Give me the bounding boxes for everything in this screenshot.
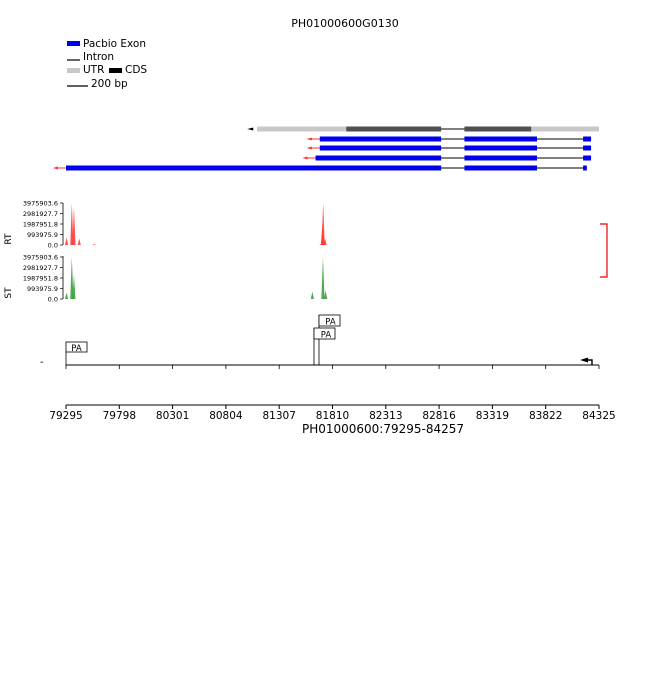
axis-tick-label: 83822	[529, 410, 562, 422]
axis-tick-label: 81810	[316, 410, 349, 422]
position-axis: 79295 79798 80301 80804 81307 81810 82313 82816…	[49, 365, 616, 436]
legend-cds-label: CDS	[125, 64, 147, 76]
legend-cds-swatch	[109, 68, 122, 73]
rt-tick-label: 3975903.6	[23, 200, 58, 208]
rt-peak	[64, 237, 69, 245]
pa-track: - PA PA PA	[40, 314, 599, 368]
rt-coverage-track: RT 3975903.6 2981927.7 1987951.8 993975.9 0.…	[4, 200, 327, 250]
pa-label: PA	[321, 331, 332, 341]
isoform-strand-arrow	[53, 166, 58, 170]
rt-tick-label: 0.0	[48, 242, 58, 250]
gene-utr	[491, 126, 599, 132]
st-tick-label: 1987951.8	[23, 275, 58, 283]
isoform-track	[53, 136, 592, 171]
st-peak	[70, 257, 74, 299]
st-tick-label: 0.0	[48, 296, 58, 304]
tss-arrow-head	[580, 357, 588, 363]
track-bracket	[600, 223, 608, 278]
isoform-exon	[583, 136, 592, 142]
pa-box	[65, 341, 88, 353]
axis-tick-label: 79798	[103, 410, 136, 422]
isoform-strand-arrow	[302, 156, 308, 160]
isoform-exon	[464, 136, 538, 142]
pa-box	[313, 327, 336, 340]
gene-model-track	[247, 126, 599, 132]
legend-intron-label: Intron	[83, 51, 114, 63]
rt-peak	[321, 203, 325, 245]
st-tick-label: 3975903.6	[23, 254, 58, 262]
isoform-exon	[464, 155, 538, 161]
st-tick-label: 2981927.7	[23, 264, 58, 272]
gene-cds	[346, 126, 442, 132]
isoform-exon	[66, 165, 442, 171]
axis-tick-label: 81307	[262, 410, 295, 422]
axis-title: PH01000600:79295-84257	[302, 422, 464, 436]
axis-tick-label: 84325	[582, 410, 615, 422]
legend: Pacbio Exon Intron UTR CDS 200 bp	[67, 38, 147, 90]
axis-tick-label: 80804	[209, 410, 243, 422]
isoform-exon	[583, 145, 592, 151]
rt-track-label: RT	[4, 233, 14, 245]
figure-title: PH01000600G0130	[291, 17, 398, 30]
isoform-exon	[319, 136, 442, 142]
pa-label: PA	[325, 318, 336, 328]
pa-box	[318, 314, 341, 327]
axis-tick-label: 82816	[422, 410, 456, 422]
rt-tick-label: 993975.9	[27, 231, 58, 239]
isoform-exon	[319, 145, 442, 151]
st-track-label: ST	[4, 287, 14, 299]
isoform-exon	[583, 165, 587, 171]
axis-tick-label: 82313	[369, 410, 402, 422]
st-peak	[64, 292, 69, 299]
rt-tick-label: 1987951.8	[23, 221, 58, 229]
rt-peak	[70, 203, 74, 245]
isoform-exon	[464, 145, 538, 151]
legend-exon-label: Pacbio Exon	[83, 38, 146, 50]
legend-utr-swatch	[67, 68, 80, 73]
isoform-strand-arrow	[306, 146, 312, 150]
rt-tick-label: 2981927.7	[23, 210, 58, 218]
st-tick-label: 993975.9	[27, 285, 58, 293]
isoform-exon	[464, 165, 538, 171]
isoform-exon	[583, 155, 592, 161]
legend-scale-label: 200 bp	[91, 78, 128, 90]
st-peak	[72, 274, 76, 299]
rt-peak	[72, 206, 76, 245]
legend-exon-swatch	[67, 41, 80, 46]
legend-utr-label: UTR	[83, 64, 104, 76]
st-peak	[310, 291, 314, 299]
gene-cds	[464, 126, 532, 132]
pa-dash: -	[40, 357, 44, 368]
rt-peak	[323, 238, 327, 245]
isoform-exon	[315, 155, 442, 161]
rt-peak	[77, 238, 81, 245]
st-peak	[324, 290, 328, 299]
axis-tick-label: 80301	[156, 410, 189, 422]
rt-peak	[92, 243, 96, 245]
st-coverage-track: ST 3975903.6 2981927.7 1987951.8 993975.9 0.…	[4, 254, 328, 304]
isoform-strand-arrow	[306, 137, 312, 141]
axis-tick-label: 83319	[476, 410, 509, 422]
gene-strand-arrow	[247, 127, 254, 131]
st-peak	[321, 257, 325, 299]
pa-label: PA	[71, 344, 82, 354]
gene-utr	[257, 126, 347, 132]
axis-tick-label: 79295	[49, 410, 82, 422]
